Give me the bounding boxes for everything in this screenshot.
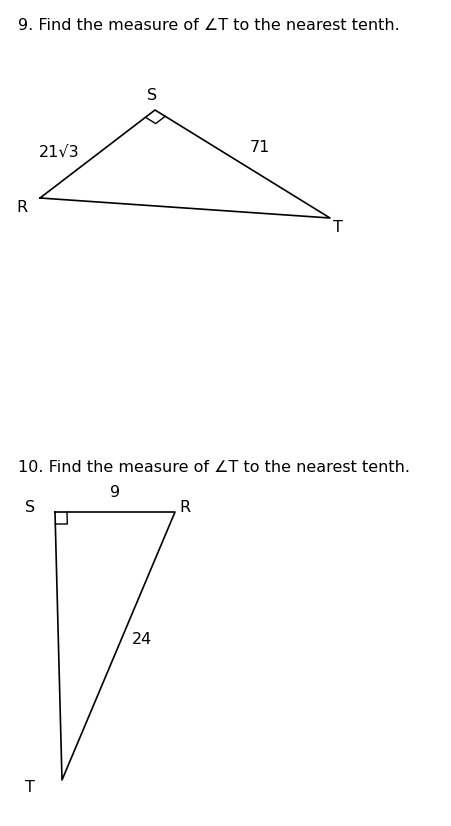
Text: 21√3: 21√3 — [39, 145, 80, 159]
Text: 10. Find the measure of ∠T to the nearest tenth.: 10. Find the measure of ∠T to the neares… — [18, 460, 410, 475]
Text: 9: 9 — [110, 485, 120, 500]
Text: S: S — [25, 501, 35, 515]
Text: R: R — [179, 501, 191, 515]
Text: 9. Find the measure of ∠T to the nearest tenth.: 9. Find the measure of ∠T to the nearest… — [18, 18, 400, 33]
Text: R: R — [16, 201, 28, 216]
Text: 24: 24 — [132, 633, 152, 648]
Text: S: S — [147, 88, 157, 103]
Text: T: T — [333, 221, 343, 235]
Text: T: T — [25, 781, 35, 795]
Text: 71: 71 — [250, 140, 271, 154]
